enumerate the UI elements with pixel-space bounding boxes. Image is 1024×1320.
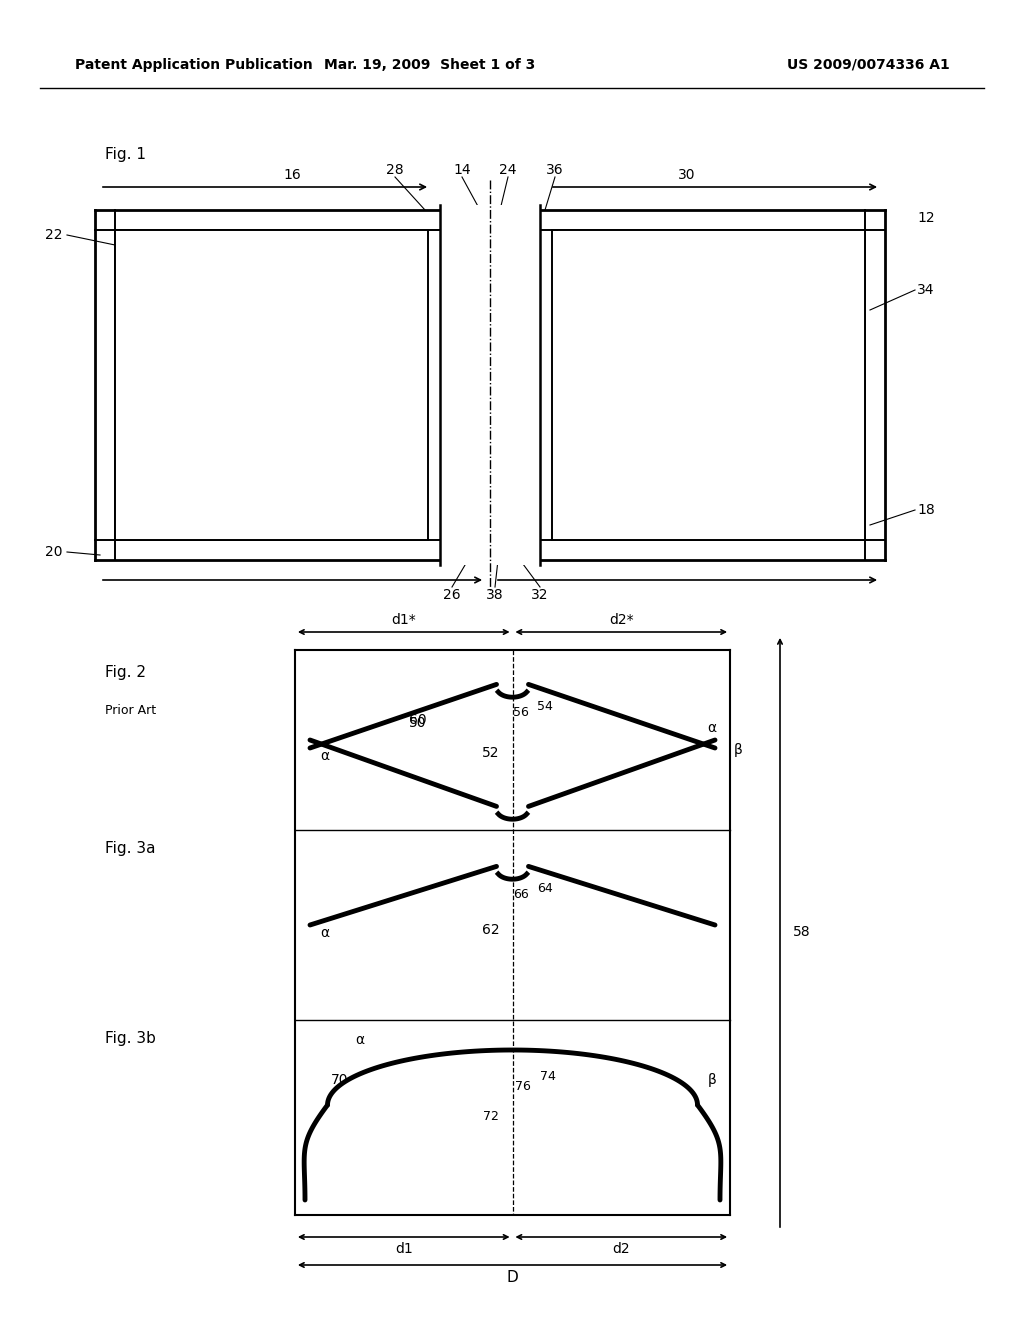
Text: 74: 74 xyxy=(540,1071,555,1084)
Text: 22: 22 xyxy=(45,228,63,242)
Text: α: α xyxy=(321,927,330,940)
Text: 38: 38 xyxy=(486,587,504,602)
Text: 16: 16 xyxy=(283,168,301,182)
Text: d1: d1 xyxy=(395,1242,413,1257)
Polygon shape xyxy=(440,205,540,565)
Text: 28: 28 xyxy=(386,162,403,177)
Text: d2*: d2* xyxy=(609,612,634,627)
Text: 12: 12 xyxy=(918,211,935,224)
Text: 64: 64 xyxy=(537,882,552,895)
Text: Fig. 3b: Fig. 3b xyxy=(105,1031,156,1045)
Text: 20: 20 xyxy=(45,545,63,558)
Text: 18: 18 xyxy=(918,503,935,517)
Text: 70: 70 xyxy=(331,1073,349,1086)
Text: 30: 30 xyxy=(678,168,695,182)
Text: 54: 54 xyxy=(537,700,552,713)
Text: 76: 76 xyxy=(515,1081,530,1093)
Text: Fig. 2: Fig. 2 xyxy=(105,664,146,680)
Text: α: α xyxy=(708,721,717,735)
Text: α: α xyxy=(321,748,330,763)
Text: 32: 32 xyxy=(531,587,549,602)
Text: 62: 62 xyxy=(481,923,500,937)
Text: 66: 66 xyxy=(513,888,528,902)
Text: 60: 60 xyxy=(409,713,426,727)
Polygon shape xyxy=(115,230,428,540)
Text: Fig. 1: Fig. 1 xyxy=(105,148,146,162)
Text: 24: 24 xyxy=(500,162,517,177)
Text: Fig. 3a: Fig. 3a xyxy=(105,841,156,855)
Text: D: D xyxy=(507,1270,518,1284)
Text: US 2009/0074336 A1: US 2009/0074336 A1 xyxy=(787,58,950,73)
Text: 56: 56 xyxy=(513,706,528,719)
Text: 26: 26 xyxy=(443,587,461,602)
Text: 34: 34 xyxy=(918,282,935,297)
Text: β: β xyxy=(708,1073,717,1086)
Text: 52: 52 xyxy=(481,746,500,760)
Text: Patent Application Publication: Patent Application Publication xyxy=(75,58,312,73)
Text: d2: d2 xyxy=(612,1242,630,1257)
Polygon shape xyxy=(552,230,865,540)
Text: Mar. 19, 2009  Sheet 1 of 3: Mar. 19, 2009 Sheet 1 of 3 xyxy=(325,58,536,73)
Text: α: α xyxy=(355,1034,365,1047)
Text: 58: 58 xyxy=(794,925,811,940)
Text: 50: 50 xyxy=(409,715,426,730)
Text: 36: 36 xyxy=(546,162,564,177)
Text: 72: 72 xyxy=(482,1110,499,1123)
Text: Prior Art: Prior Art xyxy=(105,704,156,717)
Text: β: β xyxy=(733,743,742,756)
Text: d1*: d1* xyxy=(391,612,416,627)
Text: 14: 14 xyxy=(454,162,471,177)
